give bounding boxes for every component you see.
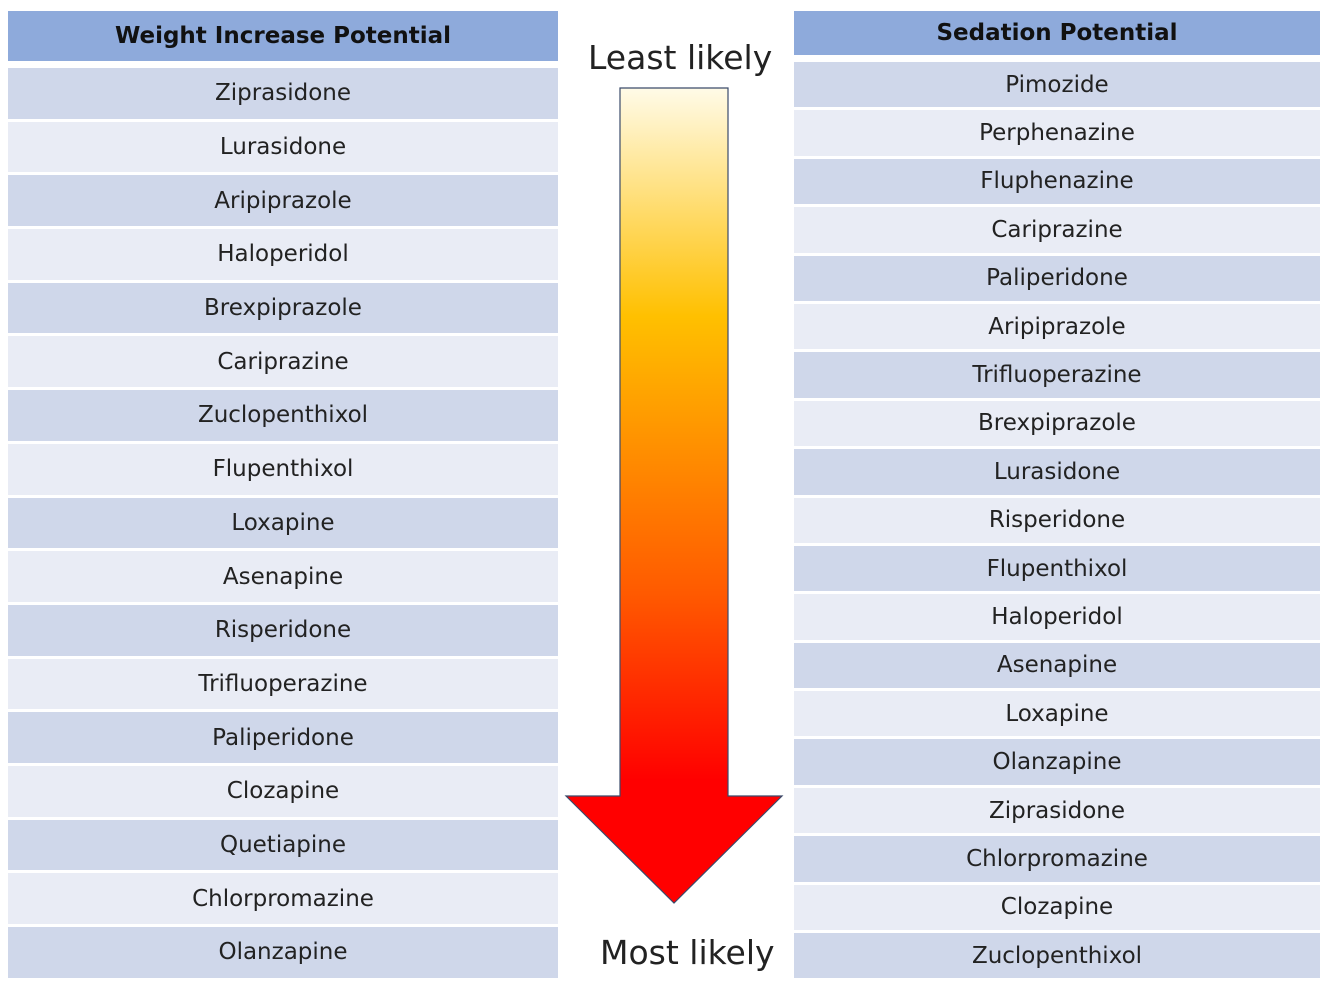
sedation-drug-row: Pimozide [794, 59, 1320, 108]
weight-drug-row: Ziprasidone [8, 65, 558, 119]
weight-increase-table: Weight Increase Potential Ziprasidone Lur… [8, 11, 558, 978]
sedation-drug-row: Loxapine [794, 688, 1320, 737]
weight-drug-row: Trifluoperazine [8, 655, 558, 710]
weight-drug-row: Lurasidone [8, 118, 558, 173]
sedation-drug-row: Ziprasidone [794, 784, 1320, 834]
most-likely-label: Most likely [600, 933, 775, 972]
sedation-drug-row: Clozapine [794, 881, 1320, 931]
sedation-drug-row: Perphenazine [794, 107, 1320, 156]
sedation-header: Sedation Potential [794, 11, 1320, 55]
likelihood-arrow [564, 87, 784, 904]
sedation-drug-row: Paliperidone [794, 252, 1320, 301]
weight-drug-row: Cariprazine [8, 333, 558, 388]
weight-drug-row: Asenapine [8, 548, 558, 602]
weight-increase-header: Weight Increase Potential [8, 11, 558, 61]
sedation-drug-row: Olanzapine [794, 736, 1320, 785]
sedation-drug-row: Aripiprazole [794, 300, 1320, 350]
sedation-drug-row: Chlorpromazine [794, 833, 1320, 882]
sedation-drug-row: Zuclopenthixol [794, 930, 1320, 979]
weight-drug-row: Quetiapine [8, 816, 558, 871]
weight-drug-row: Zuclopenthixol [8, 387, 558, 441]
weight-drug-row: Olanzapine [8, 924, 558, 978]
weight-drug-row: Paliperidone [8, 709, 558, 763]
sedation-drug-row: Asenapine [794, 639, 1320, 689]
weight-drug-row: Risperidone [8, 601, 558, 656]
sedation-drug-row: Brexpiprazole [794, 397, 1320, 447]
arrow-shape [564, 87, 784, 904]
weight-drug-row: Chlorpromazine [8, 870, 558, 924]
sedation-drug-row: Fluphenazine [794, 155, 1320, 205]
sedation-drug-row: Trifluoperazine [794, 349, 1320, 398]
sedation-drug-row: Risperidone [794, 494, 1320, 543]
weight-drug-row: Clozapine [8, 762, 558, 817]
least-likely-label: Least likely [588, 38, 773, 77]
weight-drug-row: Loxapine [8, 494, 558, 549]
sedation-table: Sedation Potential Pimozide Perphenazine F… [794, 11, 1320, 979]
sedation-drug-row: Flupenthixol [794, 542, 1320, 592]
weight-drug-row: Haloperidol [8, 226, 558, 280]
weight-drug-row: Aripiprazole [8, 172, 558, 227]
weight-drug-row: Flupenthixol [8, 440, 558, 495]
sedation-drug-row: Lurasidone [794, 446, 1320, 495]
sedation-drug-row: Haloperidol [794, 591, 1320, 640]
weight-drug-row: Brexpiprazole [8, 279, 558, 334]
sedation-drug-row: Cariprazine [794, 204, 1320, 253]
